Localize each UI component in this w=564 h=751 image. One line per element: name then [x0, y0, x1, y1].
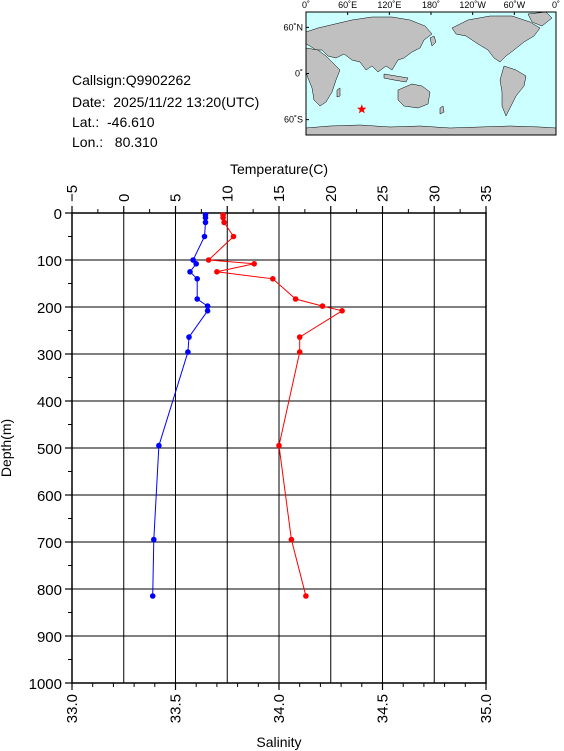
- salinity-tick-label: 34.0: [271, 694, 288, 723]
- map-longitude-label: 120˚W: [459, 0, 486, 10]
- temperature-tick-label: 10: [219, 185, 236, 202]
- salinity-data-point: [151, 536, 157, 543]
- salinity-data-point: [201, 233, 208, 240]
- land-japan: [429, 35, 437, 47]
- depth-tick-label: 400: [37, 394, 62, 411]
- temperature-data-point: [292, 296, 299, 302]
- longitude-text: Lon.: 80.310: [72, 134, 158, 150]
- depth-tick-label: 100: [37, 253, 62, 270]
- depth-tick-label: 700: [37, 535, 62, 552]
- land-north-america: [451, 15, 541, 63]
- temperature-tick-labels: −5 0 5 10 15 20 25 30 35: [64, 185, 495, 202]
- depth-tick-label: 800: [37, 582, 62, 599]
- temperature-axis-title: Temperature(C): [230, 161, 328, 177]
- land-madagascar: [336, 87, 341, 98]
- temperature-profile-line: [207, 214, 344, 597]
- salinity-tick-label: 33.0: [64, 694, 81, 723]
- salinity-data-point: [185, 349, 191, 355]
- temperature-data-point: [339, 308, 345, 314]
- minor-ticks: [65, 206, 487, 690]
- land-antarctica: [305, 124, 557, 136]
- salinity-data-point: [193, 261, 199, 267]
- salinity-data-point: [204, 308, 211, 314]
- land-indonesia: [383, 73, 409, 83]
- map-latitude-label: 60˚S: [284, 115, 303, 125]
- location-map: 0˚ 60˚E 120˚E 180˚ 120˚W 60˚W 0˚ 60˚N 0˚ 60˚S: [283, 0, 560, 136]
- depth-tick-label: 200: [37, 300, 62, 317]
- temperature-data-point: [220, 214, 226, 221]
- map-top-labels: 0˚ 60˚E 120˚E 180˚ 120˚W 60˚W 0˚: [302, 0, 560, 10]
- land-australia: [397, 83, 431, 109]
- salinity-data-point: [149, 593, 156, 599]
- land-new-zealand: [439, 105, 445, 115]
- temperature-tick-label: 25: [375, 185, 392, 202]
- depth-tick-label: 0: [54, 206, 62, 223]
- temperature-tick-label: 35: [478, 185, 495, 202]
- salinity-tick-label: 34.5: [375, 694, 392, 723]
- salinity-profile-line: [152, 214, 209, 597]
- salinity-data-point: [202, 219, 209, 226]
- temperature-tick-label: 20: [323, 185, 340, 202]
- date-text: Date: 2025/11/22 13:20(UTC): [72, 94, 260, 110]
- temperature-data-point: [288, 536, 295, 543]
- salinity-data-point: [187, 269, 193, 275]
- map-side-labels: 60˚N 0˚ 60˚S: [283, 22, 303, 124]
- depth-axis-title: Depth(m): [0, 419, 14, 477]
- map-longitude-label: 60˚W: [504, 0, 526, 10]
- depth-tick-label: 300: [37, 347, 62, 364]
- map-ticks: [305, 12, 557, 121]
- map-land: [305, 11, 557, 136]
- temperature-data-point: [205, 257, 212, 263]
- salinity-tick-labels: 33.0 33.5 34.0 34.5 35.0: [64, 694, 495, 723]
- depth-tick-label: 1000: [29, 676, 62, 693]
- land-africa: [305, 47, 341, 107]
- land-eurasia: [305, 16, 433, 73]
- map-longitude-label: 180˚: [422, 0, 440, 10]
- map-longitude-label: 0˚: [552, 0, 560, 10]
- latitude-text: Lat.: -46.610: [72, 114, 155, 130]
- depth-tick-labels: 0 100 200 300 400 500 600 700 800 900 1000: [29, 206, 62, 693]
- temperature-data-point: [251, 261, 257, 267]
- temperature-tick-label: −5: [64, 185, 81, 202]
- depth-tick-label: 600: [37, 488, 62, 505]
- salinity-data-point: [204, 303, 211, 309]
- temperature-tick-label: 0: [116, 194, 133, 202]
- salinity-data-point: [202, 214, 209, 221]
- salinity-data-point: [186, 334, 192, 340]
- map-longitude-label: 120˚E: [377, 0, 401, 10]
- salinity-data-point: [194, 296, 200, 302]
- callsign-text: Callsign:Q9902262: [72, 72, 192, 88]
- map-longitude-label: 0˚: [302, 0, 310, 10]
- temperature-data-point: [214, 269, 220, 275]
- depth-tick-label: 500: [37, 441, 62, 458]
- map-longitude-label: 60˚E: [338, 0, 357, 10]
- temperature-tick-label: 30: [426, 185, 443, 202]
- salinity-axis-title: Salinity: [256, 734, 301, 750]
- salinity-data-point: [194, 276, 200, 282]
- temperature-data-point: [270, 276, 276, 282]
- float-location-star: [357, 104, 367, 114]
- depth-tick-label: 900: [37, 629, 62, 646]
- temperature-data-point: [296, 334, 303, 340]
- temperature-data-point: [221, 219, 227, 226]
- temperature-data-point: [303, 593, 309, 599]
- land-south-america: [499, 65, 527, 117]
- temperature-data-point: [230, 233, 237, 240]
- salinity-data-point: [156, 442, 162, 449]
- temperature-tick-label: 5: [168, 194, 185, 202]
- temperature-data-point: [296, 349, 303, 355]
- temperature-data-point: [319, 303, 326, 309]
- salinity-tick-label: 33.5: [168, 694, 185, 723]
- temperature-tick-label: 15: [271, 185, 288, 202]
- profile-series: [149, 212, 345, 599]
- salinity-data-point: [190, 257, 196, 263]
- temperature-data-point: [276, 442, 282, 449]
- map-latitude-label: 60˚N: [283, 22, 303, 32]
- salinity-tick-label: 35.0: [478, 694, 495, 723]
- map-latitude-label: 0˚: [295, 69, 303, 79]
